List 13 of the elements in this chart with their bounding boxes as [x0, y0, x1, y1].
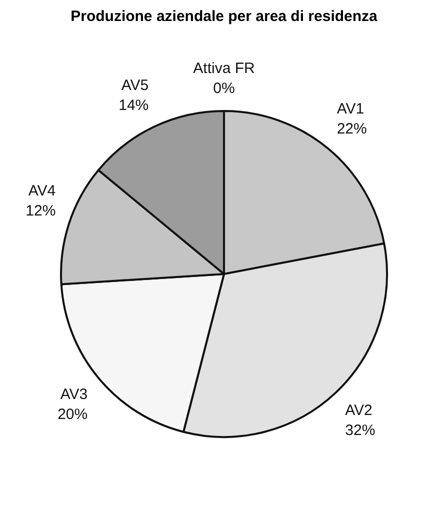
- category-label: Attiva FR: [193, 60, 255, 77]
- slice-label: AV1: [336, 100, 364, 118]
- data-label: 32%: [345, 422, 376, 440]
- data-label: 14%: [118, 96, 149, 114]
- data-label: 12%: [26, 202, 56, 220]
- slice-label: AV5: [121, 76, 149, 94]
- data-label: 20%: [58, 406, 88, 423]
- chart-title: Produzione aziendale per area di residenza: [70, 8, 378, 26]
- slice-label: AV3: [60, 386, 88, 403]
- data-label: 22%: [336, 120, 367, 138]
- slice-label: AV2: [345, 402, 372, 420]
- slice-label: AV4: [28, 182, 56, 200]
- text: 0%: [213, 80, 235, 97]
